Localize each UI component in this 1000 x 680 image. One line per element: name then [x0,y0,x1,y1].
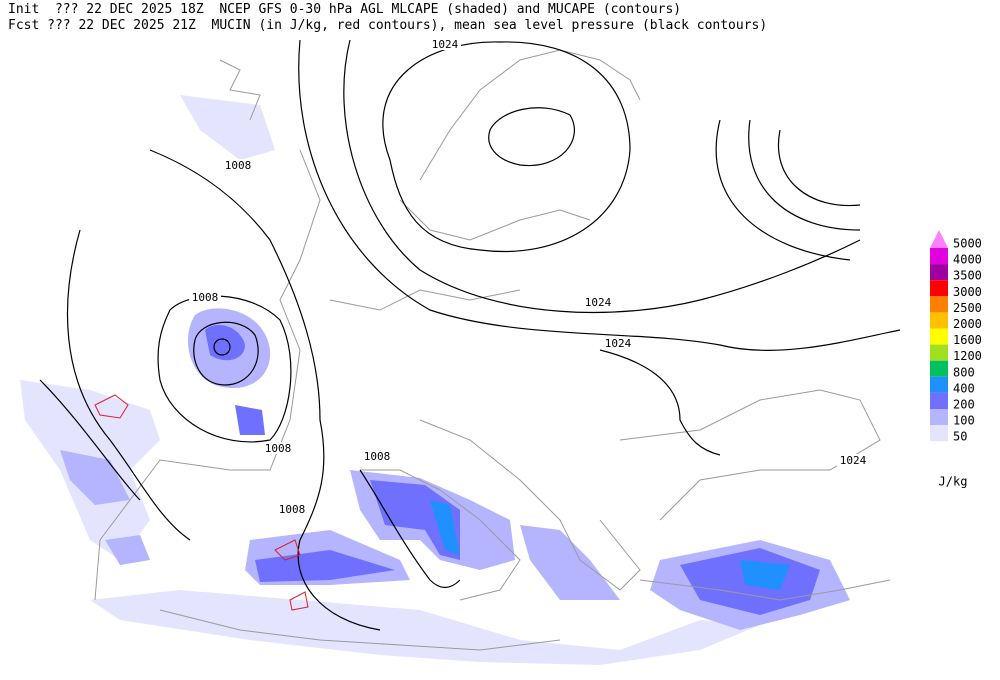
isobar [157,295,292,443]
shade [520,525,620,600]
isobar [298,39,901,351]
coastline [419,419,641,591]
coastline [619,389,881,521]
isobar [39,379,461,589]
contour-label: 1024 [605,337,632,350]
coastline [159,609,561,651]
label-backing [222,159,254,171]
legend-swatch [930,376,948,393]
legend-swatch [930,425,948,442]
label-backing [582,296,614,308]
cape-shading [20,95,850,665]
contour-label: 1008 [364,450,391,463]
isobar [343,39,861,314]
label-backing [276,503,308,515]
legend-label: 50 [953,430,967,444]
label-backing [262,442,294,454]
legend-swatch [930,328,948,345]
legend-swatch [930,312,948,329]
legend-swatch [930,280,948,297]
label-backing [361,450,393,462]
contour-label: 1008 [279,503,306,516]
legend-label: 5000 [953,237,982,251]
shade [430,500,460,555]
legend-label: 1200 [953,349,982,363]
isobar [66,229,191,541]
shade [370,480,460,560]
legend-swatch [930,296,948,313]
cin-contours [94,394,309,611]
shade [740,560,790,590]
legend-label: 800 [953,365,975,379]
legend-label: 400 [953,381,975,395]
contour-label: 1008 [265,442,292,455]
legend-label: 2500 [953,301,982,315]
contour-label: 1024 [585,296,612,309]
cin-contour [289,591,309,611]
legend-label: 4000 [953,253,982,267]
cin-contour [94,394,129,419]
label-backing [837,454,869,466]
legend-label: 200 [953,398,975,412]
coastline [399,199,591,241]
legend-label: 3000 [953,285,982,299]
coastline [419,49,641,181]
isobar [213,338,231,356]
shade [235,405,265,435]
contour-label: 1008 [225,159,252,172]
shade [60,450,130,505]
legend-label: 1600 [953,333,982,347]
coastline [219,59,261,121]
contour-label: 1024 [432,38,459,51]
cin-contour [274,539,301,561]
contour-label: 1024 [840,454,867,467]
isobar [149,149,381,631]
header-line: Init ??? 22 DEC 2025 18Z NCEP GFS 0-30 h… [8,2,681,17]
isobar [599,349,721,456]
legend-swatch [930,230,948,248]
coastline [329,289,521,311]
legend-label: 2000 [953,317,982,331]
isobar [193,321,259,386]
legend-swatch [930,409,948,426]
contour-labels: 1024 1008 1008 1024 1024 1008 1008 1008 1024 [189,38,869,516]
isobar [488,107,575,167]
legend-swatch [930,344,948,361]
isobar [715,119,861,261]
isobar [382,41,631,253]
legend-label: 100 [953,414,975,428]
label-backing [189,291,221,303]
shade [180,95,275,160]
shade [90,590,760,665]
label-backing [429,38,461,50]
isobars [39,39,901,631]
legend-swatch [930,392,948,409]
legend: 5000 4000 3500 3000 2500 2000 1600 1200 800 400 20… [930,230,982,489]
legend-swatch [930,248,948,265]
shade [105,535,150,565]
header-line: Fcst ??? 22 DEC 2025 21Z MUCIN (in J/kg,… [8,18,767,33]
coastline [639,579,891,601]
legend-swatch [930,264,948,281]
legend-units: J/kg [939,475,968,489]
legend-swatch [930,360,948,377]
contour-label: 1008 [192,291,219,304]
coastline [360,469,521,601]
legend-label: 3500 [953,269,982,283]
label-backing [602,337,634,349]
